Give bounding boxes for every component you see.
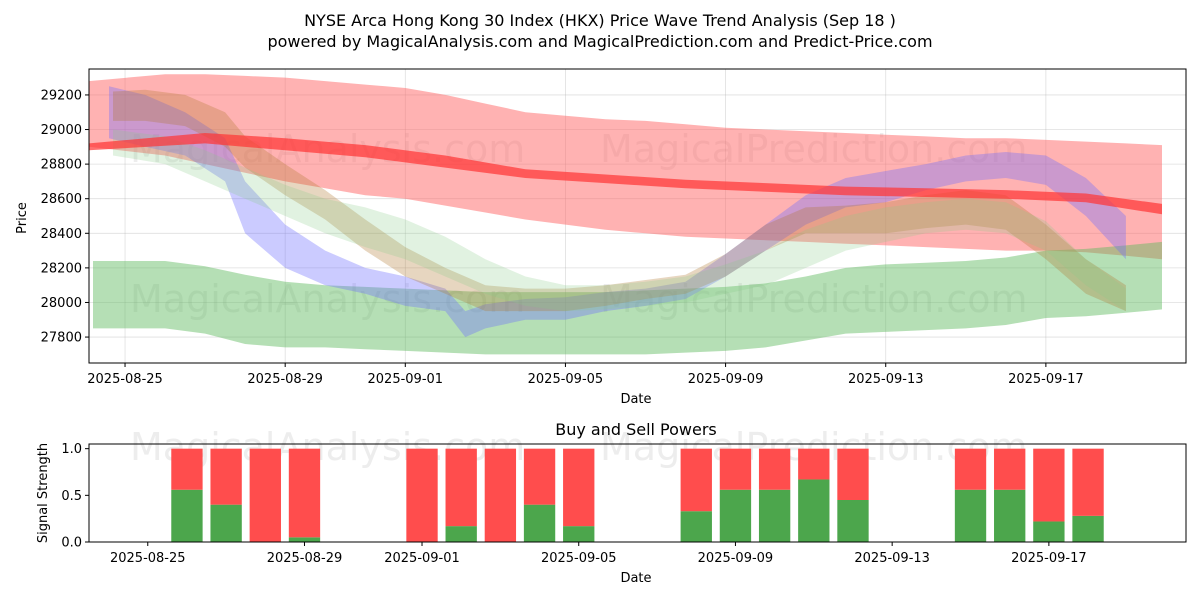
price-band-2 bbox=[109, 86, 1126, 338]
signal-y-tick-label: 0.0 bbox=[61, 536, 82, 551]
buy-bar bbox=[798, 479, 830, 542]
price-x-tick-label: 2025-09-13 bbox=[848, 372, 924, 387]
buy-bar bbox=[758, 489, 791, 542]
signal-plot: Buy and Sell Powers MagicalAnalysis.com … bbox=[36, 420, 1187, 586]
buy-bar bbox=[171, 489, 203, 542]
price-x-tick-label: 2025-09-01 bbox=[368, 372, 444, 387]
signal-y-axis-label: Signal Strength bbox=[36, 443, 51, 543]
price-x-tick-label: 2025-08-25 bbox=[87, 372, 163, 387]
signal-x-tick-label: 2025-09-05 bbox=[541, 551, 617, 566]
price-band-5 bbox=[89, 133, 1162, 215]
signal-y-ticks: 0.0 0.5 1.0 bbox=[61, 442, 89, 551]
price-x-ticks: 2025-08-25 2025-08-29 2025-09-01 2025-09-05… bbox=[87, 363, 1084, 387]
price-x-tick-label: 2025-08-29 bbox=[247, 372, 323, 387]
price-x-tick-label: 2025-09-05 bbox=[528, 372, 604, 387]
sell-bar bbox=[837, 448, 869, 500]
sell-bar bbox=[954, 448, 987, 490]
signal-y-tick-label: 0.5 bbox=[61, 489, 82, 504]
price-y-axis-label: Price bbox=[15, 202, 30, 234]
sell-bar bbox=[1033, 448, 1065, 522]
signal-y-tick-label: 1.0 bbox=[61, 442, 82, 457]
price-x-tick-label: 2025-09-17 bbox=[1008, 372, 1084, 387]
sell-bar bbox=[484, 448, 517, 542]
sell-bar bbox=[249, 448, 281, 542]
signal-x-tick-label: 2025-09-01 bbox=[384, 551, 460, 566]
price-y-ticks: 27800 28000 28200 28400 28600 28800 29000 29200 bbox=[41, 88, 89, 346]
sell-bar bbox=[1072, 448, 1104, 516]
price-x-tick-label: 2025-09-09 bbox=[688, 372, 764, 387]
sell-bar bbox=[563, 448, 595, 527]
buy-bar bbox=[210, 504, 242, 542]
sell-bar bbox=[523, 448, 556, 505]
watermark-analysis-mid: MagicalAnalysis.com bbox=[130, 277, 525, 321]
signal-bars bbox=[171, 448, 1104, 542]
price-y-tick-label: 29200 bbox=[41, 88, 82, 103]
buy-bar bbox=[719, 489, 752, 542]
chart-title-line2: powered by MagicalAnalysis.com and Magic… bbox=[267, 32, 932, 51]
watermark-prediction-mid: MagicalPrediction.com bbox=[600, 277, 1028, 321]
sell-bar bbox=[288, 448, 321, 538]
price-band-1 bbox=[93, 241, 1162, 355]
price-bands bbox=[89, 74, 1162, 355]
price-plot: MagicalAnalysis.com MagicalPrediction.co… bbox=[15, 68, 1187, 407]
sell-bar bbox=[994, 448, 1026, 490]
signal-x-tick-label: 2025-08-29 bbox=[267, 551, 343, 566]
price-band-4 bbox=[113, 129, 1126, 312]
sell-bar bbox=[445, 448, 477, 527]
signal-x-ticks: 2025-08-25 2025-08-29 2025-09-01 2025-09-05… bbox=[110, 542, 1087, 566]
price-band-0 bbox=[89, 74, 1162, 260]
signal-x-tick-label: 2025-09-13 bbox=[854, 551, 930, 566]
chart-title-line1: NYSE Arca Hong Kong 30 Index (HKX) Price… bbox=[304, 11, 896, 30]
sell-bar bbox=[406, 448, 438, 542]
price-y-tick-label: 28800 bbox=[41, 158, 82, 173]
sell-bar bbox=[758, 448, 791, 490]
buy-bar bbox=[837, 500, 869, 542]
sell-bar bbox=[798, 448, 830, 480]
sell-bar bbox=[719, 448, 752, 490]
buy-bar bbox=[523, 504, 556, 542]
price-band-3 bbox=[113, 89, 1126, 312]
sell-bar bbox=[680, 448, 712, 512]
buy-bar bbox=[994, 489, 1026, 542]
signal-x-axis-label: Date bbox=[620, 571, 651, 586]
buy-bar bbox=[445, 526, 477, 542]
buy-bar bbox=[288, 537, 321, 542]
sell-bar bbox=[210, 448, 242, 505]
buy-bar bbox=[563, 526, 595, 542]
price-y-tick-label: 28000 bbox=[41, 296, 82, 311]
signal-x-tick-label: 2025-09-17 bbox=[1011, 551, 1087, 566]
buy-bar bbox=[680, 511, 712, 542]
signal-x-tick-label: 2025-08-25 bbox=[110, 551, 186, 566]
signal-plot-frame bbox=[88, 443, 1187, 543]
buy-bar bbox=[954, 489, 987, 542]
buy-bar bbox=[1033, 521, 1065, 542]
price-plot-frame bbox=[88, 68, 1187, 364]
signal-chart-title: Buy and Sell Powers bbox=[555, 420, 717, 439]
price-x-axis-label: Date bbox=[620, 392, 651, 407]
price-y-tick-label: 28600 bbox=[41, 192, 82, 207]
buy-bar bbox=[1072, 515, 1104, 542]
sell-bar bbox=[171, 448, 203, 490]
price-y-tick-label: 29000 bbox=[41, 123, 82, 138]
price-y-tick-label: 28200 bbox=[41, 261, 82, 276]
price-y-tick-label: 27800 bbox=[41, 331, 82, 346]
signal-x-tick-label: 2025-09-09 bbox=[698, 551, 774, 566]
price-y-tick-label: 28400 bbox=[41, 227, 82, 242]
